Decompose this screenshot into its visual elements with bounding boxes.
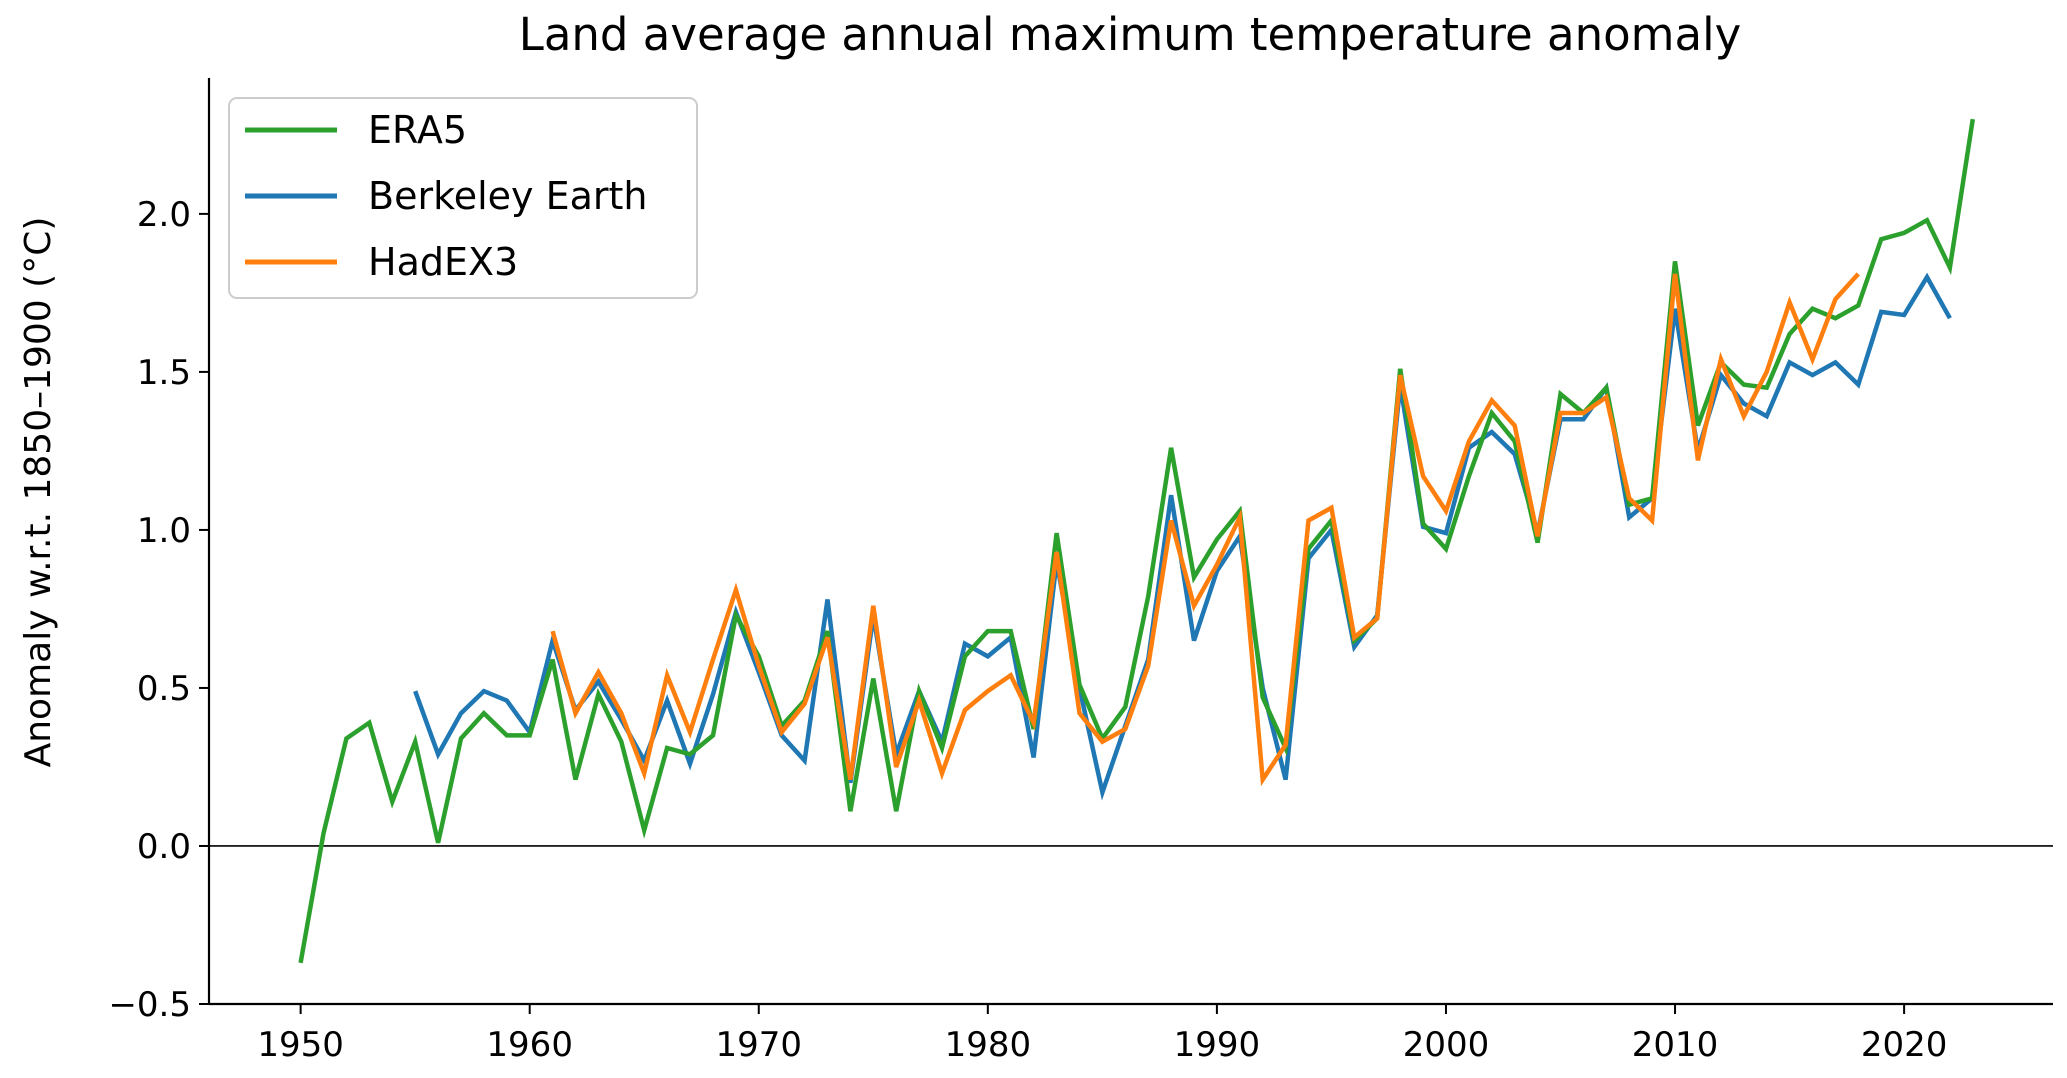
legend-label-berkeley-earth: Berkeley Earth [368,174,648,218]
x-tick-label: 1950 [257,1025,344,1065]
y-tick-label: 1.5 [137,353,191,393]
x-tick-label: 1990 [1174,1025,1261,1065]
legend-label-hadex3: HadEX3 [368,240,518,284]
x-tick-label: 2010 [1632,1025,1719,1065]
legend: ERA5 Berkeley Earth HadEX3 [228,97,698,299]
y-tick-label: 1.0 [137,511,191,551]
x-tick-label: 2020 [1861,1025,1948,1065]
x-tick-label: 1970 [715,1025,802,1065]
series-line-hadex3 [550,272,1860,787]
legend-box [228,97,698,299]
series-line-berkeley-earth [413,272,1952,801]
x-tick-label: 1960 [486,1025,573,1065]
y-tick-label: −0.5 [108,985,191,1025]
y-ticks: −0.5 0.0 0.5 1.0 1.5 2.0 [108,195,209,1025]
legend-label-era5: ERA5 [368,108,467,152]
series-line-era5 [298,118,1976,964]
chart-title: Land average annual maximum temperature … [519,8,1741,61]
x-ticks: 1950 1960 1970 1980 1990 2000 2010 2020 [257,1004,1947,1065]
y-tick-label: 0.0 [137,827,191,867]
series-group [298,118,1976,964]
y-tick-label: 0.5 [137,669,191,709]
y-axis-label: Anomaly w.r.t. 1850–1900 (°C) [18,217,59,768]
y-tick-label: 2.0 [137,195,191,235]
x-tick-label: 1980 [945,1025,1032,1065]
x-tick-label: 2000 [1403,1025,1490,1065]
